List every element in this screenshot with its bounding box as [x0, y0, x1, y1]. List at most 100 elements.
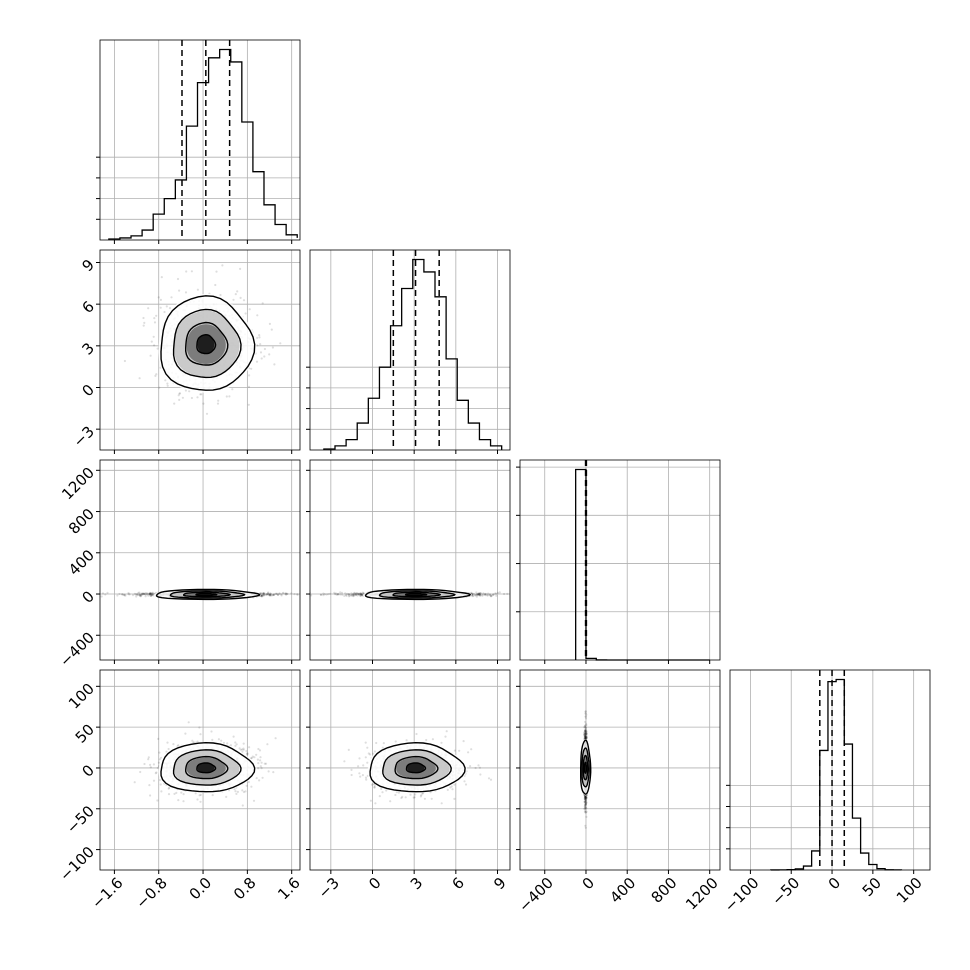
scatter-point: [354, 592, 358, 595]
scatter-point: [471, 594, 475, 597]
scatter-point: [160, 790, 163, 793]
scatter-point: [450, 785, 453, 788]
scatter-point: [479, 594, 482, 597]
scatter-point: [293, 593, 296, 596]
scatter-point: [225, 795, 228, 799]
scatter-point: [364, 741, 367, 744]
scatter-point: [260, 595, 263, 598]
scatter-point: [239, 267, 242, 270]
scatter-point: [475, 591, 478, 594]
scatter-panel-2-1: [306, 459, 511, 664]
scatter-point: [258, 749, 262, 752]
scatter-point: [149, 592, 152, 596]
scatter-point: [446, 788, 449, 792]
scatter-point: [149, 766, 152, 769]
scatter-point: [421, 792, 424, 795]
scatter-point: [373, 750, 376, 753]
scatter-point: [359, 592, 362, 595]
scatter-point: [170, 296, 173, 299]
scatter-point: [267, 593, 270, 596]
scatter-point: [138, 594, 141, 597]
scatter-point: [166, 741, 169, 744]
scatter-point: [154, 374, 157, 377]
scatter-point: [268, 594, 272, 597]
scatter-point: [284, 592, 287, 595]
scatter-point: [345, 594, 348, 598]
scatter-point: [413, 796, 416, 799]
scatter-point: [139, 595, 142, 598]
scatter-point: [337, 592, 340, 596]
scatter-point: [178, 289, 181, 292]
scatter-point: [146, 593, 149, 596]
scatter-point: [151, 593, 154, 596]
scatter-point: [266, 743, 269, 746]
scatter-point: [463, 780, 466, 783]
scatter-point: [133, 592, 136, 595]
scatter-point: [458, 749, 461, 752]
scatter-point: [182, 800, 185, 803]
scatter-point: [353, 592, 357, 595]
scatter-point: [228, 395, 231, 398]
scatter-point: [278, 592, 281, 595]
scatter-point: [423, 797, 426, 800]
scatter-point: [275, 592, 278, 595]
hist-bg-3: [730, 670, 930, 870]
scatter-point: [352, 594, 355, 598]
scatter-point: [584, 737, 587, 740]
scatter-point: [268, 594, 271, 597]
scatter-point: [128, 593, 131, 596]
scatter-point: [477, 592, 480, 596]
scatter-point: [356, 594, 359, 597]
scatter-point: [355, 592, 358, 595]
scatter-point: [584, 811, 587, 814]
scatter-point: [123, 593, 126, 596]
scatter-point: [256, 344, 259, 347]
scatter-point: [168, 786, 171, 790]
contour-2: [185, 755, 229, 780]
scatter-point: [137, 591, 140, 595]
scatter-frame-2-0: [99, 459, 301, 661]
scatter-point: [373, 786, 376, 789]
scatter-point: [474, 594, 477, 597]
scatter-point: [265, 593, 268, 596]
scatter-point: [242, 299, 246, 302]
scatter-point: [234, 744, 237, 748]
scatter-point: [453, 749, 456, 752]
scatter-point: [272, 771, 275, 774]
scatter-point: [261, 776, 264, 779]
scatter-panel-3-0: [96, 669, 301, 874]
scatter-point: [353, 592, 356, 595]
scatter-point: [190, 270, 193, 273]
scatter-point: [584, 728, 587, 731]
scatter-point: [584, 800, 587, 803]
scatter-point: [271, 593, 275, 597]
scatter-point: [250, 367, 253, 370]
scatter-point: [266, 592, 270, 595]
scatter-point: [360, 594, 363, 597]
hist-step-1: [323, 258, 503, 450]
scatter-point: [584, 803, 587, 806]
scatter-point: [360, 593, 363, 596]
scatter-point: [583, 797, 587, 800]
scatter-point: [165, 305, 168, 308]
scatter-point: [489, 594, 492, 597]
scatter-point: [584, 715, 587, 718]
scatter-point: [263, 592, 266, 595]
scatter-point: [138, 593, 141, 596]
scatter-point: [482, 593, 485, 596]
scatter-point: [492, 593, 495, 596]
scatter-point: [475, 593, 478, 596]
scatter-point: [122, 593, 125, 596]
scatter-point: [425, 738, 428, 742]
scatter-point: [238, 747, 241, 750]
scatter-point: [584, 730, 588, 733]
scatter-point: [220, 739, 223, 742]
contour-3: [195, 592, 218, 597]
scatter-point: [150, 593, 153, 596]
scatter-point: [269, 592, 272, 595]
scatter-point: [357, 765, 360, 768]
scatter-point: [445, 730, 448, 733]
scatter-point: [478, 766, 481, 769]
scatter-point: [221, 264, 224, 267]
scatter-point: [491, 593, 494, 597]
